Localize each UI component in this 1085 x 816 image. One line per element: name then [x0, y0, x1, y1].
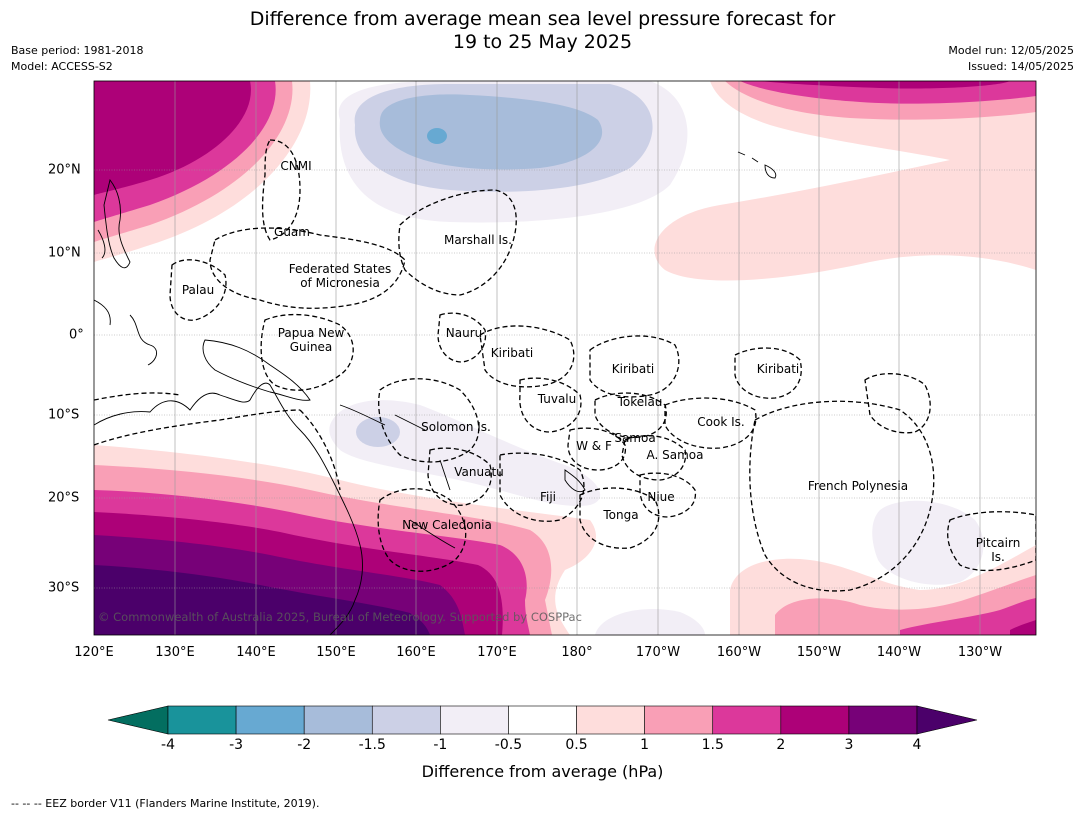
label-fiji: Fiji: [539, 490, 557, 504]
colorbar-tick-label: -4: [161, 737, 175, 753]
longitude-label: 140°W: [876, 645, 922, 660]
colorbar-tick-label: 1.5: [701, 737, 724, 753]
colorbar-cell: [644, 705, 714, 735]
latitude-label: 10°N: [48, 245, 81, 261]
label-new-caledonia: New Caledonia: [402, 518, 492, 532]
colorbar-cell: [576, 705, 645, 735]
colorbar-cell: [508, 705, 577, 735]
label-samoa: Samoa: [614, 431, 656, 445]
longitude-label: 150°E: [316, 645, 356, 660]
colorbar-tick-label: 2: [776, 737, 786, 753]
anomaly-north-negative: [338, 81, 688, 223]
latitude-label: 20°N: [48, 162, 81, 178]
anomaly-se: [730, 545, 1036, 635]
colorbar-cell: [440, 705, 509, 735]
colorbar-tick-label: -1.5: [358, 737, 386, 753]
eez-footnote: -- -- -- EEZ border V11 (Flanders Marine…: [11, 797, 320, 810]
label-pitcairn-line2: Is.: [991, 550, 1005, 564]
longitude-label: 130°E: [155, 645, 195, 660]
latitude-label: 20°S: [48, 490, 80, 506]
label-kiribati-central: Kiribati: [611, 362, 655, 376]
map-frame: [93, 80, 1037, 636]
colorbar-extend-high: [916, 705, 978, 735]
longitude-label: 130°W: [957, 645, 1003, 660]
colorbar-cell: [371, 705, 441, 735]
colorbar-cell: [235, 705, 305, 735]
longitude-label: 140°E: [236, 645, 276, 660]
colorbar-cells: [107, 705, 978, 735]
label-tuvalu: Tuvalu: [537, 392, 577, 406]
colorbar-cell: [712, 705, 782, 735]
label-marshall: Marshall Is.: [444, 233, 512, 247]
longitude-label: 180°: [561, 645, 593, 660]
label-nauru: Nauru: [445, 326, 483, 340]
label-kiribati-west: Kiribati: [490, 346, 534, 360]
latitude-label: 10°S: [48, 407, 80, 423]
label-american-samoa: A. Samoa: [646, 448, 704, 462]
label-palau: Palau: [181, 283, 215, 297]
label-solomon: Solomon Is.: [421, 420, 491, 434]
colorbar-tick-label: 3: [844, 737, 854, 753]
label-fsm-line2: of Micronesia: [300, 276, 380, 290]
label-png-line2: Guinea: [289, 340, 333, 354]
base-period: Base period: 1981-2018: [11, 44, 144, 57]
label-wallis-futuna: W & F: [576, 439, 612, 453]
pressure-anomaly-map: [93, 80, 1037, 636]
label-guam: Guam: [274, 225, 310, 239]
eez-borders: [94, 139, 1036, 592]
colorbar-tick-label: -0.5: [494, 737, 523, 753]
longitude-label: 150°W: [796, 645, 842, 660]
label-cnmi: CNMI: [280, 159, 312, 173]
label-pitcairn: Pitcairn Is.: [976, 536, 1021, 564]
latitude-label: 30°S: [48, 580, 80, 596]
anomaly-ne: [654, 81, 1036, 281]
model-run: Model run: 12/05/2025: [948, 44, 1074, 57]
label-fsm: Federated States of Micronesia: [289, 262, 391, 290]
coastlines: [94, 151, 777, 635]
longitude-label: 120°E: [74, 645, 114, 660]
colorbar-tick-label: 4: [912, 737, 922, 753]
colorbar-tick-label: -2: [297, 737, 312, 753]
meta-left: Base period: 1981-2018 Model: ACCESS-S2: [11, 43, 143, 75]
latitude-label: 0°: [69, 327, 84, 343]
label-png-line1: Papua New: [277, 326, 345, 340]
colorbar-extend-low: [107, 705, 169, 735]
meta-right: Model run: 12/05/2025 Issued: 14/05/2025: [948, 43, 1074, 75]
label-niue: Niue: [647, 490, 675, 504]
colorbar-tick-label: 0.5: [565, 737, 588, 753]
anomaly-south-negative: [329, 400, 984, 635]
label-tokelau: Tokelau: [617, 395, 663, 409]
colorbar-cell: [303, 705, 373, 735]
label-fsm-line1: Federated States: [288, 262, 392, 276]
longitude-label: 170°E: [477, 645, 517, 660]
longitude-label: 170°W: [635, 645, 681, 660]
label-cook-islands: Cook Is.: [697, 415, 745, 429]
colorbar-label: Difference from average (hPa): [421, 762, 664, 781]
colorbar-cell: [167, 705, 237, 735]
label-french-polynesia: French Polynesia: [807, 479, 909, 493]
colorbar-cell: [848, 705, 918, 735]
longitude-label: 160°W: [716, 645, 762, 660]
map-title: Difference from average mean sea level p…: [0, 8, 1085, 54]
title-line-1: Difference from average mean sea level p…: [249, 8, 836, 30]
label-pitcairn-line1: Pitcairn: [975, 536, 1021, 550]
colorbar-tick-label: -1: [433, 737, 448, 753]
issued-date: Issued: 14/05/2025: [967, 60, 1074, 73]
copyright-notice: © Commonwealth of Australia 2025, Bureau…: [98, 610, 582, 624]
label-vanuatu: Vanuatu: [454, 465, 504, 479]
label-tonga: Tonga: [603, 508, 639, 522]
longitude-label: 160°E: [396, 645, 436, 660]
colorbar-tick-label: -3: [229, 737, 244, 753]
label-png: Papua New Guinea: [278, 326, 345, 354]
gridlines: [94, 81, 1036, 635]
title-line-2: 19 to 25 May 2025: [452, 31, 633, 53]
model-name: Model: ACCESS-S2: [11, 60, 113, 73]
colorbar-cell: [780, 705, 850, 735]
colorbar-tick-label: 1: [640, 737, 650, 753]
anomaly-sw: [94, 445, 596, 635]
label-kiribati-east: Kiribati: [756, 362, 800, 376]
